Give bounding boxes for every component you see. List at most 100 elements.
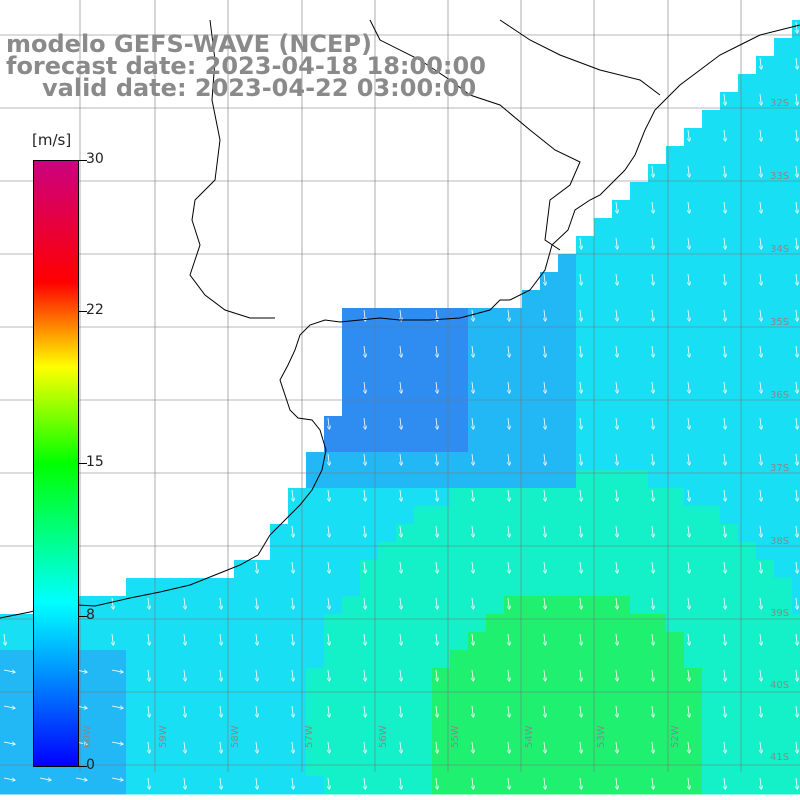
field-cell (306, 632, 325, 651)
wind-arrow (328, 561, 329, 573)
field-cell (738, 668, 757, 687)
field-cell (666, 776, 685, 795)
field-cell (522, 416, 541, 435)
field-cell (720, 164, 739, 183)
field-cell (324, 776, 343, 795)
field-cell (396, 722, 415, 741)
field-cell (414, 722, 433, 741)
field-cell (162, 632, 181, 651)
wind-arrow (724, 381, 725, 393)
field-cell (774, 560, 793, 579)
wind-arrow (436, 489, 437, 501)
wind-arrow (364, 561, 365, 573)
field-cell (756, 470, 775, 489)
wind-arrow (544, 777, 545, 789)
field-cell (666, 254, 685, 273)
field-cell (414, 308, 433, 327)
field-cell (612, 308, 631, 327)
field-cell (234, 614, 253, 633)
field-cell (324, 650, 343, 669)
field-cell (198, 776, 217, 795)
wind-arrow (256, 669, 257, 681)
field-cell (504, 668, 523, 687)
field-cell (378, 542, 397, 561)
field-cell (684, 524, 703, 543)
field-cell (378, 596, 397, 615)
field-cell (792, 704, 800, 723)
field-cell (576, 362, 595, 381)
field-cell (756, 218, 775, 237)
field-cell (702, 524, 721, 543)
field-cell (378, 362, 397, 381)
field-cell (594, 290, 613, 309)
field-cell (792, 128, 800, 147)
wind-arrow (148, 777, 149, 789)
wind-arrow (292, 525, 293, 537)
wind-arrow (688, 417, 689, 429)
wind-arrow (400, 669, 401, 681)
field-cell (342, 308, 361, 327)
wind-arrow (111, 778, 123, 780)
wind-arrow (616, 453, 617, 465)
field-cell (108, 596, 127, 615)
field-cell (306, 704, 325, 723)
field-cell (612, 398, 631, 417)
field-cell (774, 632, 793, 651)
wind-arrow (796, 669, 797, 681)
field-cell (540, 578, 559, 597)
wind-arrow (436, 597, 437, 609)
field-cell (684, 578, 703, 597)
field-cell (792, 470, 800, 489)
wind-arrow (400, 453, 401, 465)
field-cell (270, 596, 289, 615)
wind-arrow (580, 777, 581, 789)
field-cell (666, 200, 685, 219)
field-cell (270, 704, 289, 723)
field-cell (702, 578, 721, 597)
field-cell (792, 434, 800, 453)
field-cell (612, 722, 631, 741)
field-cell (414, 596, 433, 615)
field-cell (612, 416, 631, 435)
field-cell (774, 164, 793, 183)
field-cell (666, 704, 685, 723)
field-cell (630, 668, 649, 687)
field-cell (144, 668, 163, 687)
field-cell (522, 776, 541, 795)
field-cell (558, 614, 577, 633)
field-cell (126, 740, 145, 759)
field-cell (756, 398, 775, 417)
field-cell (756, 758, 775, 777)
field-cell (324, 506, 343, 525)
field-cell (594, 668, 613, 687)
field-cell (144, 650, 163, 669)
field-cell (378, 776, 397, 795)
field-cell (774, 488, 793, 507)
field-cell (792, 74, 800, 93)
wind-arrow (544, 273, 545, 285)
field-cell (504, 614, 523, 633)
field-cell (612, 362, 631, 381)
field-cell (468, 326, 487, 345)
wind-arrow (256, 741, 257, 753)
field-cell (468, 776, 487, 795)
field-cell (306, 614, 325, 633)
field-cell (630, 236, 649, 255)
field-cell (450, 434, 469, 453)
field-cell (468, 722, 487, 741)
field-cell (468, 740, 487, 759)
field-cell (720, 758, 739, 777)
wind-arrow (436, 525, 437, 537)
wind-arrow (724, 741, 725, 753)
field-cell (792, 560, 800, 579)
wind-arrow (508, 381, 509, 393)
field-cell (594, 524, 613, 543)
field-cell (774, 110, 793, 129)
field-cell (216, 650, 235, 669)
field-cell (792, 380, 800, 399)
field-cell (720, 470, 739, 489)
field-cell (378, 470, 397, 489)
field-cell (576, 452, 595, 471)
field-cell (666, 236, 685, 255)
field-cell (684, 758, 703, 777)
